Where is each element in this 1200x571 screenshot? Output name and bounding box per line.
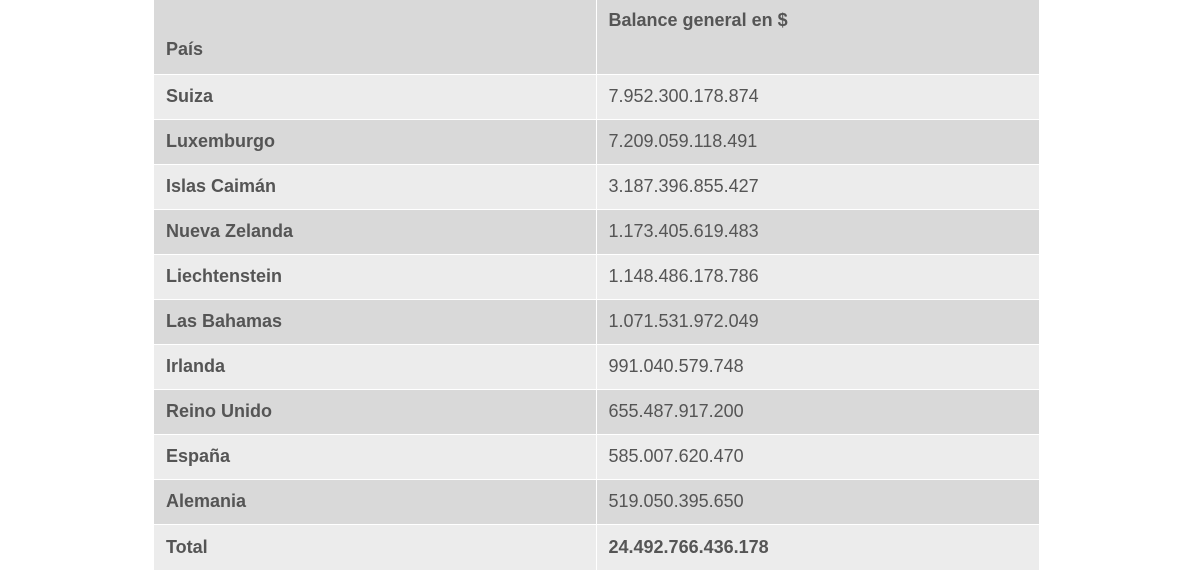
- balance-cell: 655.487.917.200: [596, 389, 1040, 435]
- table-header-row: País Balance general en $: [154, 0, 1039, 75]
- country-cell: Alemania: [154, 479, 597, 525]
- balance-cell: 585.007.620.470: [596, 434, 1040, 480]
- table-row: Liechtenstein 1.148.486.178.786: [154, 254, 1040, 300]
- balance-cell: 7.209.059.118.491: [596, 119, 1040, 165]
- table-row: Nueva Zelanda 1.173.405.619.483: [154, 209, 1040, 255]
- country-cell: Nueva Zelanda: [154, 209, 597, 255]
- balance-cell: 1.148.486.178.786: [596, 254, 1040, 300]
- balance-cell: 3.187.396.855.427: [596, 164, 1040, 210]
- country-cell: Liechtenstein: [154, 254, 597, 300]
- country-cell: Islas Caimán: [154, 164, 597, 210]
- table-row: Islas Caimán 3.187.396.855.427: [154, 164, 1040, 210]
- table-row: España 585.007.620.470: [154, 434, 1040, 480]
- country-cell: Luxemburgo: [154, 119, 597, 165]
- table-total-row: Total 24.492.766.436.178: [154, 524, 1040, 571]
- balance-cell: 1.173.405.619.483: [596, 209, 1040, 255]
- table-row: Suiza 7.952.300.178.874: [154, 74, 1040, 120]
- table-row: Reino Unido 655.487.917.200: [154, 389, 1040, 435]
- balance-cell: 519.050.395.650: [596, 479, 1040, 525]
- total-value: 24.492.766.436.178: [596, 524, 1040, 571]
- header-country: País: [154, 0, 597, 75]
- header-balance: Balance general en $: [596, 0, 1039, 75]
- table-row: Las Bahamas 1.071.531.972.049: [154, 299, 1040, 345]
- balance-table-container: País Balance general en $ Suiza 7.952.30…: [154, 0, 1040, 571]
- table-row: Irlanda 991.040.579.748: [154, 344, 1040, 390]
- balance-cell: 1.071.531.972.049: [596, 299, 1040, 345]
- total-label: Total: [154, 524, 597, 571]
- country-cell: Reino Unido: [154, 389, 597, 435]
- table-row: Alemania 519.050.395.650: [154, 479, 1040, 525]
- country-cell: Irlanda: [154, 344, 597, 390]
- table-row: Luxemburgo 7.209.059.118.491: [154, 119, 1040, 165]
- country-cell: España: [154, 434, 597, 480]
- country-cell: Las Bahamas: [154, 299, 597, 345]
- country-cell: Suiza: [154, 74, 597, 120]
- balance-cell: 7.952.300.178.874: [596, 74, 1040, 120]
- balance-cell: 991.040.579.748: [596, 344, 1040, 390]
- balance-table: País Balance general en $ Suiza 7.952.30…: [154, 0, 1040, 571]
